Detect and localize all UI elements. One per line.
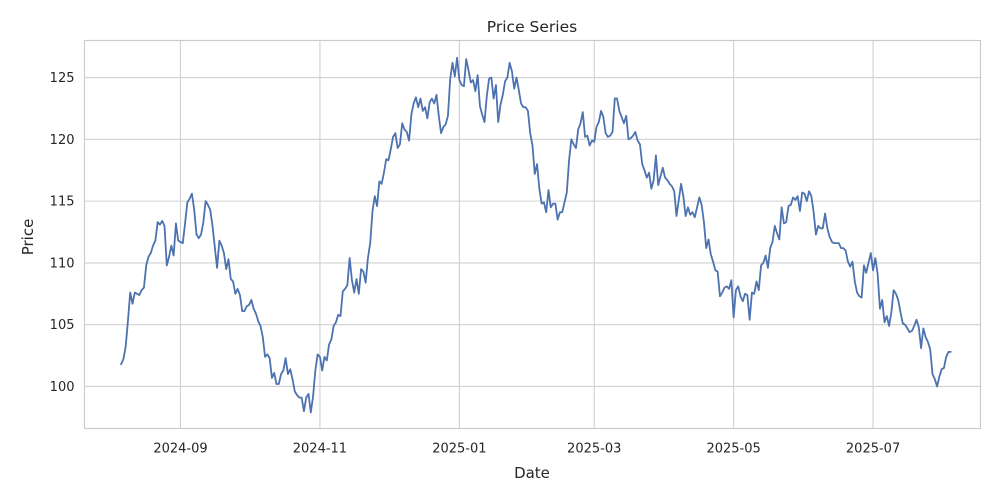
x-tick-label: 2025-07 [846,442,900,457]
x-tick-label: 2025-05 [706,442,760,457]
y-tick-label: 125 [50,71,75,86]
y-tick-label: 120 [50,133,75,148]
y-tick-label: 100 [50,380,75,395]
y-tick-labels: 100 105 110 115 120 125 [50,71,75,395]
price-line [120,56,952,414]
x-tick-labels: 2024-09 2024-11 2025-01 2025-03 2025-05 2025-… [153,442,900,457]
y-tick-label: 115 [50,195,75,210]
y-axis-label: Price [19,219,37,256]
grid-layer [84,40,981,429]
x-tick-label: 2024-09 [153,442,207,457]
x-tick-label: 2024-11 [293,442,347,457]
plot-frame [83,39,982,430]
y-tick-label: 110 [50,256,75,271]
x-tick-label: 2025-03 [567,442,621,457]
x-axis-label: Date [514,464,550,482]
chart-title: Price Series [487,18,577,36]
line-layer [120,56,952,414]
y-tick-label: 105 [50,318,75,333]
x-tick-label: 2025-01 [432,442,486,457]
